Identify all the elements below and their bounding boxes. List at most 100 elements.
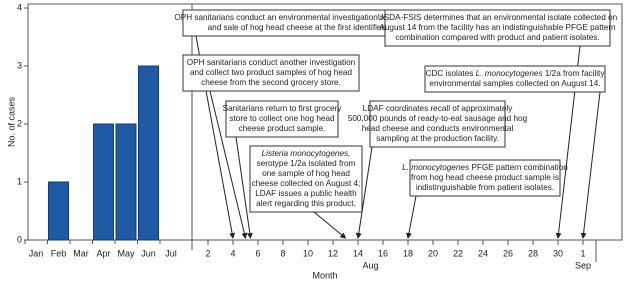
annotation-text: Sanitarians return to first grocery <box>223 104 343 113</box>
annotation-text: USDA-FSIS determines that an environment… <box>378 13 618 22</box>
annotation-segment: from hog head cheese product sample is <box>411 173 559 182</box>
arrow <box>313 211 347 239</box>
annotation-text: cheese collected on August 4; <box>252 179 361 188</box>
arrow <box>355 146 373 239</box>
arrow <box>405 195 417 239</box>
annotation-segment: serotype 1/2a isolated from <box>257 159 356 168</box>
annotation-box <box>225 100 339 138</box>
x-tick-label: 16 <box>378 248 388 258</box>
x-tick-label: Mar <box>73 248 89 258</box>
annotation-text: cheese from the second grocery store. <box>201 78 341 87</box>
x-tick-label: 26 <box>503 248 513 258</box>
annotation-segment: CDC isolates <box>426 69 476 78</box>
annotation-segment: August 14 from the facility has an indis… <box>379 23 616 32</box>
x-tick-label: 1 <box>580 248 585 258</box>
x-tick-label: 4 <box>230 248 235 258</box>
annotation-segment: L. monocytogenes <box>402 163 469 172</box>
annotation-text: head cheese and conducts environmental <box>362 124 514 133</box>
y-tick-label: 3 <box>17 60 22 70</box>
annotation-segment: environmental samples collected on Augus… <box>429 79 600 88</box>
y-tick-label: 1 <box>17 176 22 186</box>
annotation-segment: store to collect one hog head <box>229 114 335 123</box>
x-tick-label: 8 <box>280 248 285 258</box>
x-tick-label: 6 <box>255 248 260 258</box>
annotation-text: OPH sanitarians conduct an environmental… <box>174 13 472 22</box>
annotation-text: environmental samples collected on Augus… <box>429 79 600 88</box>
x-tick-label: Feb <box>51 248 67 258</box>
annotation-segment: alert regarding this product. <box>256 199 356 208</box>
annotation-segment: cheese collected on August 4; <box>252 179 361 188</box>
annotation-segment: 500,000 pounds of ready-to-eat sausage a… <box>348 114 528 123</box>
annotation-segment: Listeria monocytogenes, <box>262 149 351 158</box>
annotation-text: one sample of hog head <box>262 169 350 178</box>
annotation-text: LDAF issues a public health <box>255 189 357 198</box>
bar <box>48 181 69 241</box>
annotation-segment: indistinguishable from patient isolates. <box>416 183 554 192</box>
y-tick-label: 2 <box>17 118 22 128</box>
annotation-segment: L. monocytogenes <box>476 69 543 78</box>
y-axis-label: No. of cases <box>6 96 16 147</box>
annotation-box <box>369 100 506 148</box>
annotation-text: cheese product sample. <box>239 124 326 133</box>
x-tick-label: 20 <box>428 248 438 258</box>
x-axis-label: Month <box>312 270 337 280</box>
x-tick-label: 10 <box>303 248 313 258</box>
x-tick-label: 18 <box>403 248 413 258</box>
annotation-segment: OPH sanitarians conduct another investig… <box>187 58 356 67</box>
annotation-text: serotype 1/2a isolated from <box>257 159 356 168</box>
annotation-segment: Sanitarians return to first grocery <box>223 104 343 113</box>
annotation-text: OPH sanitarians conduct another investig… <box>187 58 356 67</box>
annotation-text: Listeria monocytogenes, <box>262 149 351 158</box>
y-tick-label: 0 <box>17 234 22 244</box>
annotation-text: store to collect one hog head <box>229 114 335 123</box>
x-tick-label: 24 <box>478 248 488 258</box>
annotation-box <box>249 145 363 213</box>
x-tick-label: Jul <box>165 248 177 258</box>
arrow <box>209 90 248 239</box>
annotation-segment: cheese product sample. <box>239 124 326 133</box>
annotation-segment: sampling at the production facility. <box>376 134 499 143</box>
annotation-box <box>409 159 561 197</box>
annotation-box <box>182 54 360 92</box>
annotation-text: alert regarding this product. <box>256 199 356 208</box>
annotation-segment: cheese from the second grocery store. <box>201 78 341 87</box>
annotation-segment: one sample of hog head <box>262 169 350 178</box>
bar <box>115 123 137 241</box>
x-tick-label: 22 <box>453 248 463 258</box>
annotation-segment: USDA-FSIS determines that an environment… <box>378 13 618 22</box>
annotation-box <box>424 65 606 93</box>
x-tick-label: 2 <box>205 248 210 258</box>
annotation-segment: and collect two product samples of hog h… <box>190 68 352 77</box>
arrow <box>580 91 601 239</box>
annotation-segment: head cheese and conducts environmental <box>362 124 514 133</box>
month-label: Sep <box>575 260 591 270</box>
x-tick-label: 14 <box>353 248 363 258</box>
annotation-text: CDC isolates L. monocytogenes 1/2a from … <box>426 69 606 78</box>
annotation-segment: LDAF issues a public health <box>255 189 357 198</box>
bar <box>138 65 159 241</box>
annotation-text: 500,000 pounds of ready-to-eat sausage a… <box>348 114 528 123</box>
bar <box>93 123 114 241</box>
x-tick-label: Jan <box>29 248 44 258</box>
annotation-text: L. monocytogenes PFGE pattern combinatio… <box>402 163 568 172</box>
x-tick-label: May <box>117 248 135 258</box>
arrow <box>235 136 253 239</box>
x-tick-label: 28 <box>528 248 538 258</box>
annotation-box <box>384 9 611 47</box>
month-label: Aug <box>362 260 378 270</box>
annotation-text: August 14 from the facility has an indis… <box>379 23 616 32</box>
annotation-text: from hog head cheese product sample is <box>411 173 559 182</box>
annotation-text: and sale of hog head cheese at the first… <box>208 23 439 32</box>
annotation-segment: and sale of hog head cheese at the first… <box>208 23 439 32</box>
annotation-segment: combination compared with product and pa… <box>395 33 599 42</box>
annotation-segment: OPH sanitarians conduct an environmental… <box>174 13 472 22</box>
x-tick-label: Apr <box>96 248 110 258</box>
annotation-segment: LDAF coordinates recall of approximately <box>363 104 514 113</box>
plot-frame <box>27 3 623 241</box>
annotation-text: combination compared with product and pa… <box>395 33 599 42</box>
x-tick-label: Jun <box>141 248 156 258</box>
y-tick-label: 4 <box>17 2 22 12</box>
annotation-text: LDAF coordinates recall of approximately <box>363 104 514 113</box>
annotation-segment: PFGE pattern combination <box>469 163 568 172</box>
